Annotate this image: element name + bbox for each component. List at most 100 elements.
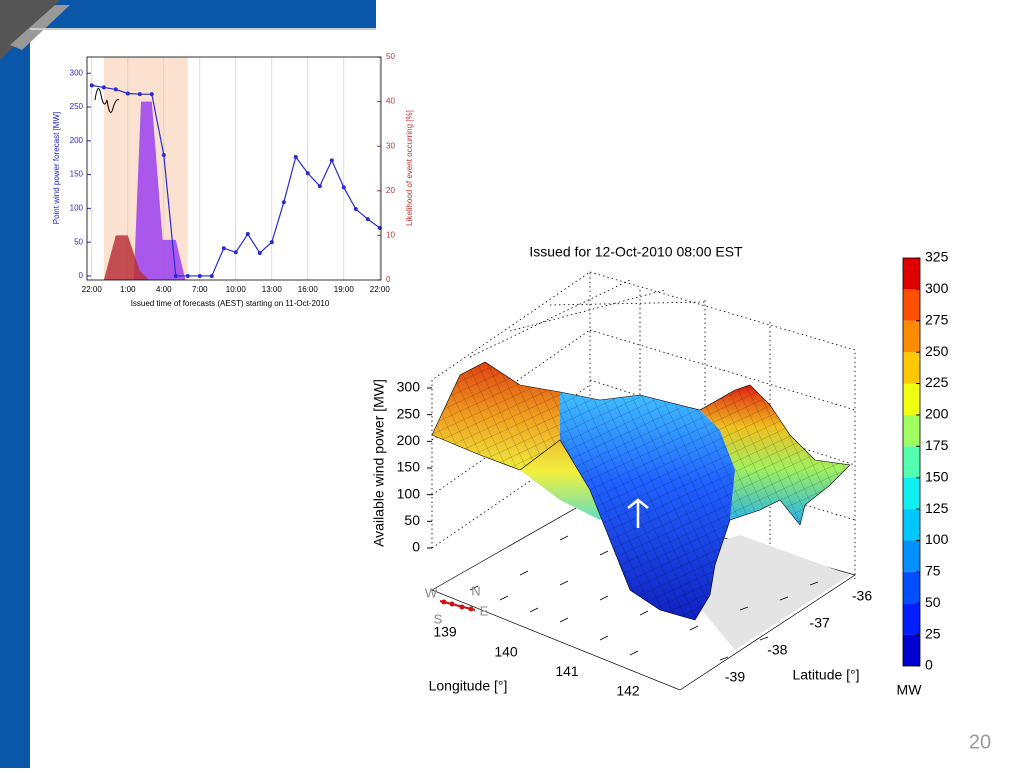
forecast-point [137, 92, 142, 97]
top-bar [30, 0, 376, 28]
colorbar-label: MW [897, 682, 923, 698]
colorbar-band [903, 540, 920, 572]
forecast-point [125, 91, 130, 96]
colorbar-tick-label: 125 [925, 500, 949, 516]
forecast-point [293, 155, 298, 160]
side-bar [0, 0, 30, 768]
line-chart: 22:00 1:00 4:00 7:00 10:00 13:00 16:00 19:00 22:… [70, 52, 396, 294]
corner-decor [10, 5, 70, 50]
forecast-point [89, 83, 94, 88]
likelihood-area [103, 235, 150, 280]
colorbar-tick-label: 50 [925, 594, 941, 610]
forecast-point [161, 152, 166, 157]
colorbar-tick-label: 100 [925, 531, 949, 547]
x-tick-label: 142 [616, 683, 640, 699]
colorbar-tick-label: 250 [925, 343, 949, 359]
colorbar-band [903, 477, 920, 510]
surface-title: Issued for 12-Oct-2010 08:00 EST [529, 244, 743, 260]
forecast-point [341, 185, 346, 190]
colorbar-band [903, 571, 920, 604]
colorbar-tick-label: 150 [925, 468, 949, 484]
wind-arrows [469, 535, 819, 661]
y2-tick-label: 50 [386, 52, 395, 61]
x-tick-label: 22:00 [82, 285, 103, 294]
colorbar-band [903, 509, 920, 541]
y-tick-label: 300 [70, 68, 84, 77]
compass-label: S [434, 611, 443, 626]
colorbar-band [903, 634, 920, 666]
x-tick-label: 140 [494, 643, 518, 659]
surface-mesh [431, 361, 851, 621]
forecast-point [209, 273, 214, 278]
colorbar-band [903, 320, 920, 353]
compass [439, 599, 476, 612]
colorbar-band [903, 414, 920, 447]
x-tick-label: 13:00 [262, 285, 283, 294]
colorbar-frame [902, 257, 921, 667]
compass-label: N [471, 583, 480, 598]
turbine-icon [627, 498, 649, 528]
compass-label: W [425, 585, 438, 600]
forecast-point [245, 232, 250, 237]
forecast-point [353, 207, 358, 212]
y2-axis-label: Likelihood of event occurring [%] [405, 110, 414, 226]
colorbar-band [903, 383, 920, 415]
plot-frame [86, 56, 382, 281]
z-tick-label: 50 [404, 512, 420, 528]
colorbar-tick-label: 25 [925, 625, 941, 641]
colorbar-tick-label: 75 [925, 563, 941, 579]
z-tick-label: 100 [397, 485, 421, 501]
forecast-point [233, 250, 238, 255]
colorbar-band [903, 258, 920, 290]
forecast-point [365, 217, 370, 222]
x-tick-label: 1:00 [120, 285, 136, 294]
x-tick-label: 139 [433, 624, 457, 640]
y-tick-label: 0 [79, 271, 84, 280]
y-tick-label: -38 [767, 642, 787, 658]
y-tick-label: 50 [74, 237, 83, 246]
forecast-point [173, 273, 178, 278]
y-tick-label: 200 [70, 136, 84, 145]
y2-tick-label: 40 [386, 97, 395, 106]
forecast-point [329, 158, 334, 163]
colorbar-tick-label: 225 [925, 374, 949, 390]
forecast-point [221, 246, 226, 251]
z-tick-label: 150 [397, 459, 421, 475]
y-tick-label: -39 [725, 669, 745, 685]
y-axis-label: Point wind power forecast [MW] [52, 112, 61, 224]
colorbar-tick-label: 200 [925, 406, 949, 422]
colorbar-tick-label: 275 [925, 311, 949, 327]
y-axis-label: Latitude [°] [792, 667, 859, 683]
forecast-point [197, 273, 202, 278]
z-tick-label: 0 [412, 539, 420, 555]
x-tick-label: 4:00 [156, 285, 172, 294]
bar-edge [30, 28, 376, 30]
y2-tick-label: 0 [386, 275, 391, 284]
likelihood-area [133, 101, 186, 280]
annotation-squiggle [94, 88, 120, 113]
y-tick-label: 100 [70, 203, 84, 212]
compass-label: E [480, 603, 489, 618]
colorbar-tick-label: 175 [925, 437, 949, 453]
x-axis-label: Longitude [°] [429, 678, 508, 694]
y-tick-label: 250 [70, 102, 84, 111]
x-tick-label: 22:00 [370, 285, 391, 294]
colorbar-band [903, 352, 920, 384]
forecast-point [113, 87, 118, 92]
forecast-point [185, 273, 190, 278]
z-tick-label: 200 [397, 432, 421, 448]
y-tick-label: 150 [70, 170, 84, 179]
x-tick-label: 7:00 [192, 285, 208, 294]
y2-tick-label: 30 [386, 141, 395, 150]
z-tick-label: 250 [397, 405, 421, 421]
z-axis-label: Available wind power [MW] [371, 379, 387, 547]
colorbar-tick-label: 300 [925, 280, 949, 296]
x-tick-label: 19:00 [334, 285, 355, 294]
forecast-point [281, 200, 286, 205]
forecast-point [257, 250, 262, 255]
x-tick-label: 16:00 [298, 285, 319, 294]
x-axis-label: Issued time of forecasts (AEST) starting… [131, 299, 330, 308]
forecast-point [305, 171, 310, 176]
forecast-point [101, 85, 106, 90]
x-tick-label: 141 [555, 663, 579, 679]
